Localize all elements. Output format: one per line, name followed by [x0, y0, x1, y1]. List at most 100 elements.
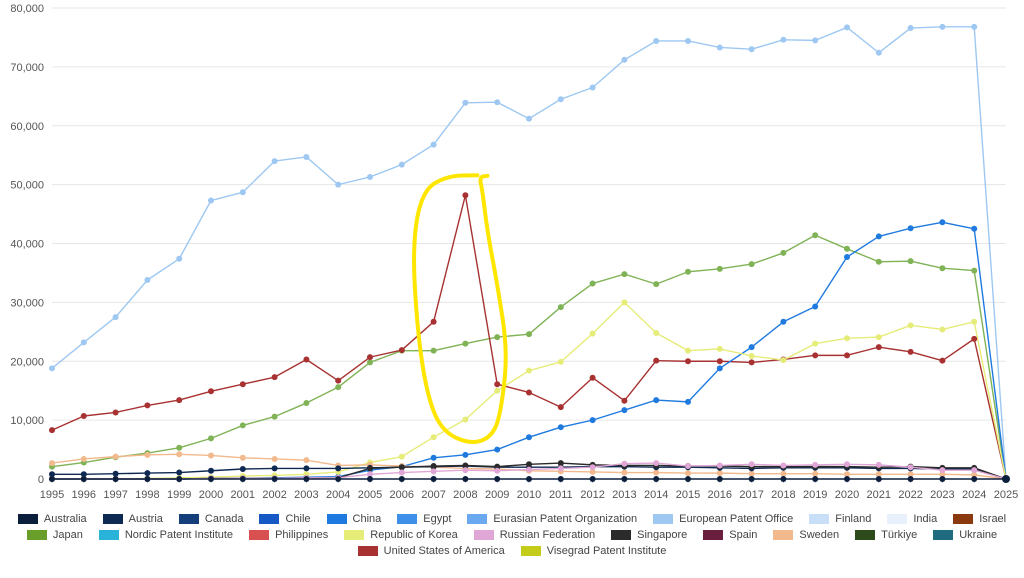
legend-item-japan[interactable]: Japan: [26, 529, 83, 541]
x-tick-label: 2022: [898, 489, 922, 501]
data-point-republic-of-korea: [844, 335, 850, 342]
data-point-austria: [112, 470, 119, 477]
y-tick-label: 40,000: [10, 239, 44, 251]
data-point-united-states-of-america: [335, 377, 342, 384]
legend-item-spain[interactable]: Spain: [703, 529, 757, 541]
data-point-european-patent-office: [907, 25, 914, 32]
x-tick-label: 2008: [453, 489, 477, 501]
legend-item-united-states-of-america[interactable]: United States of America: [357, 545, 505, 557]
legend-item-india[interactable]: India: [887, 513, 937, 525]
data-point-european-patent-office: [971, 23, 978, 30]
data-point-republic-of-korea: [430, 434, 437, 441]
data-point-austria: [239, 465, 246, 472]
data-point-austria: [144, 470, 151, 477]
data-point-united-states-of-america: [80, 413, 87, 420]
data-point-australia: [367, 476, 373, 482]
legend-item-china[interactable]: China: [326, 513, 381, 525]
data-point-china: [971, 225, 978, 232]
data-point-united-states-of-america: [49, 427, 55, 434]
data-point-sweden: [748, 470, 755, 477]
data-point-united-states-of-america: [716, 358, 723, 365]
legend-item-sweden[interactable]: Sweden: [773, 529, 839, 541]
data-point-european-patent-office: [176, 255, 183, 262]
legend-item-republic-of-korea[interactable]: Republic of Korea: [344, 529, 458, 541]
data-point-united-states-of-america: [112, 409, 119, 416]
data-point-japan: [780, 249, 787, 256]
legend-item-singapore[interactable]: Singapore: [611, 529, 687, 541]
legend-label: Türkiye: [881, 529, 918, 541]
data-point-european-patent-office: [367, 173, 373, 180]
data-point-sweden: [49, 460, 55, 467]
x-tick-label: 2002: [262, 489, 286, 501]
data-point-australia: [748, 476, 755, 482]
legend-item-australia[interactable]: Australia: [17, 513, 87, 525]
legend-item-eurasian-patent-organization[interactable]: Eurasian Patent Organization: [467, 513, 637, 525]
data-point-russian-federation: [367, 471, 373, 478]
x-tick-label: 2015: [676, 489, 700, 501]
data-point-australia: [398, 476, 405, 482]
data-point-united-states-of-america: [621, 397, 628, 404]
legend-label: Republic of Korea: [370, 529, 458, 541]
legend-item-ukraine[interactable]: Ukraine: [933, 529, 997, 541]
data-point-european-patent-office: [462, 99, 469, 106]
data-point-china: [716, 365, 723, 372]
legend-item-egypt[interactable]: Egypt: [397, 513, 451, 525]
data-point-japan: [812, 232, 819, 239]
legend-item-finland[interactable]: Finland: [809, 513, 871, 525]
legend-item-european-patent-office[interactable]: European Patent Office: [653, 513, 793, 525]
data-point-austria: [335, 465, 342, 472]
x-tick-label: 2006: [390, 489, 414, 501]
data-point-european-patent-office: [748, 46, 755, 53]
legend-label: Russian Federation: [499, 529, 596, 541]
y-tick-label: 60,000: [10, 121, 44, 133]
x-tick-label: 2010: [517, 489, 541, 501]
annotation-highlight: [412, 173, 508, 444]
data-point-australia: [208, 476, 214, 482]
legend-item-canada[interactable]: Canada: [178, 513, 243, 525]
data-point-russian-federation: [589, 464, 596, 471]
data-point-end: [1002, 475, 1010, 483]
data-point-republic-of-korea: [557, 358, 564, 365]
legend-item-nordic-patent-institute[interactable]: Nordic Patent Institute: [98, 529, 233, 541]
legend-item-russian-federation[interactable]: Russian Federation: [473, 529, 596, 541]
legend-label: Finland: [835, 513, 872, 525]
x-tick-label: 2007: [421, 489, 445, 501]
legend-swatch: [178, 514, 199, 524]
data-point-australia: [144, 476, 151, 482]
legend-label: Eurasian Patent Organization: [493, 513, 638, 525]
legend-label: Egypt: [423, 513, 452, 525]
chart-legend: Australia Austria Canada Chile China Egypt Eur…: [0, 513, 1024, 557]
data-point-european-patent-office: [303, 153, 310, 160]
legend-item-israel[interactable]: Israel: [953, 513, 1006, 525]
legend-item-philippines[interactable]: Philippines: [249, 529, 328, 541]
data-point-singapore: [494, 463, 501, 470]
data-point-japan: [462, 340, 469, 347]
data-point-united-states-of-america: [526, 389, 532, 396]
data-point-european-patent-office: [398, 161, 405, 168]
data-point-russian-federation: [494, 467, 501, 474]
data-point-sweden: [844, 471, 850, 478]
legend-label: Sweden: [799, 529, 840, 541]
legend-item-chile[interactable]: Chile: [259, 513, 311, 525]
legend-item-austria[interactable]: Austria: [102, 513, 163, 525]
legend-swatch: [102, 514, 123, 524]
legend-item-visegrad-patent-institute[interactable]: Visegrad Patent Institute: [520, 545, 666, 557]
data-point-united-states-of-america: [398, 347, 405, 354]
y-tick-label: 80,000: [10, 3, 44, 15]
data-point-republic-of-korea: [462, 416, 469, 423]
data-point-japan: [748, 261, 755, 268]
data-point-japan: [239, 422, 246, 429]
x-tick-label: 1995: [40, 489, 64, 501]
x-tick-label: 2005: [358, 489, 382, 501]
data-point-china: [939, 219, 946, 226]
data-point-russian-federation: [907, 464, 914, 471]
data-point-russian-federation: [780, 462, 787, 469]
legend-label: Japan: [52, 529, 83, 541]
data-point-united-states-of-america: [653, 357, 660, 364]
data-point-japan: [621, 271, 628, 278]
y-tick-label: 50,000: [10, 180, 44, 192]
series-line-japan: [51, 234, 1007, 480]
legend-item-t-rkiye[interactable]: Türkiye: [855, 529, 917, 541]
data-point-japan: [430, 347, 437, 354]
data-point-austria: [208, 467, 214, 474]
